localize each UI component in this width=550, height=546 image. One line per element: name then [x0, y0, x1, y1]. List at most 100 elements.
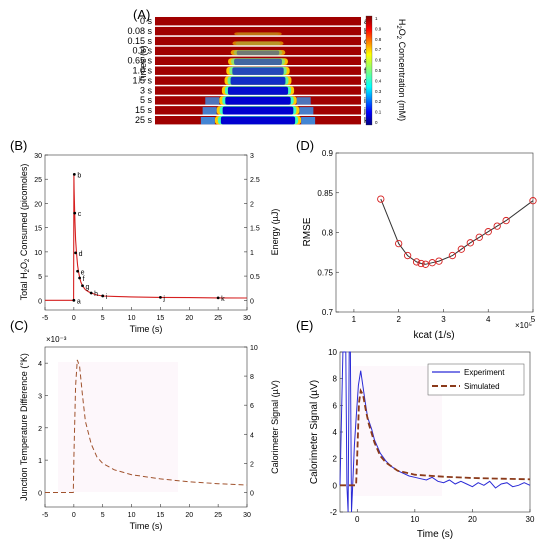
panel-label-c: (C) [10, 318, 28, 333]
y-tick-label: 30 [34, 153, 42, 160]
panel-b-xlabel: Time (s) [130, 324, 163, 334]
panel-d-exponent: ×10⁵ [515, 321, 532, 330]
x-tick-label: 3 [441, 315, 446, 324]
x-tick-label: -5 [42, 512, 48, 519]
panel-e-xlabel: Time (s) [417, 529, 453, 540]
y-tick-label: 20 [34, 201, 42, 208]
heatmap-row: 15 s j [135, 105, 366, 115]
y2-tick-label: 2.5 [250, 177, 260, 184]
panel-b-marker [72, 299, 75, 302]
y2-tick-label: 8 [250, 374, 254, 381]
panel-b-marker [73, 173, 76, 176]
heatmap-core [228, 87, 288, 95]
legend-experiment: Experiment [464, 368, 505, 377]
y-tick-label: 10 [34, 250, 42, 257]
y-tick-label: -2 [330, 508, 338, 517]
heatmap-wing [297, 97, 311, 104]
heatmap-time-label: 5 s [140, 95, 153, 105]
heatmap-row: 0.15 sc [127, 36, 368, 46]
panel-d-rmse-line [381, 199, 533, 264]
heatmap-mid [237, 32, 279, 35]
y2-tick-label: 3 [250, 153, 254, 160]
x-tick-label: 15 [157, 315, 165, 322]
panel-b-marker [90, 292, 93, 295]
panel-b-marker-label: h [94, 291, 98, 298]
heatmap-wing [205, 97, 219, 104]
y-tick-label: 4 [333, 428, 338, 437]
x-tick-label: -5 [42, 315, 48, 322]
y-tick-label: 15 [34, 226, 42, 233]
colorbar-tick: 0 [375, 120, 378, 125]
x-tick-label: 0 [72, 315, 76, 322]
y-tick-label: 3 [38, 393, 42, 400]
y-tick-label: 4 [38, 361, 42, 368]
colorbar-tick: 0.6 [375, 58, 382, 63]
y-tick-label: 0.8 [322, 229, 334, 238]
x-tick-label: 5 [101, 315, 105, 322]
y2-tick-label: 1 [250, 250, 254, 257]
heatmap-row: 0 sa [140, 16, 369, 26]
x-tick-label: 10 [128, 315, 136, 322]
y-tick-label: 0 [38, 490, 42, 497]
heatmap-wing [299, 107, 313, 114]
x-tick-label: 15 [157, 512, 165, 519]
heatmap-letter: i [364, 96, 366, 105]
panel-b-marker-label: i [106, 294, 108, 301]
heatmap-row: 0.65 se [127, 56, 369, 66]
y-tick-label: 10 [328, 348, 337, 357]
y2-tick-label: 6 [250, 403, 254, 410]
y2-tick-label: 2 [250, 461, 254, 468]
colorbar-tick: 0.2 [375, 99, 382, 104]
x-tick-label: 25 [214, 315, 222, 322]
colorbar-tick: 0.5 [375, 68, 382, 73]
panel-b-marker-label: c [78, 211, 82, 218]
x-tick-label: 0 [72, 512, 76, 519]
panel-d-axes [336, 153, 533, 312]
legend-simulated: Simulated [464, 382, 500, 391]
panel-c-ylabel-left: Junction Temperature Difference (°K) [19, 353, 29, 501]
panel-e-legend: Experiment Simulated [428, 364, 524, 395]
heatmap-wing [201, 117, 215, 124]
panel-b-marker-label: a [77, 298, 81, 305]
heatmap-letter: j [363, 106, 366, 115]
colorbar [366, 16, 372, 125]
panel-b-marker-label: f [83, 276, 85, 283]
panel-a-heatmap: 0 sa0.08 sb0.15 sc0.3 sd0.65 se1.0 sf1.5… [127, 16, 407, 125]
heatmap-core [237, 51, 280, 56]
panel-d-chart: 1 2 3 4 5 0.7 0.75 0.8 0.85 0.9 ×10⁵ kcat (1/s) R… [302, 149, 536, 341]
heatmap-time-label: 15 s [135, 105, 153, 115]
heatmap-time-label: 0.15 s [127, 36, 152, 46]
panel-label-e: (E) [296, 318, 313, 333]
y2-tick-label: 0 [250, 490, 254, 497]
panel-b-marker [101, 295, 104, 298]
panel-b-ylabel-left: Total H2O2 Consumed (picomoles) [19, 164, 31, 301]
heatmap-row: 0.3 sd [132, 46, 368, 56]
panel-e-ylabel: Calorimeter Signal (µV) [309, 380, 320, 484]
y-tick-label: 5 [38, 274, 42, 281]
heatmap-time-label: 0 s [140, 16, 153, 26]
heatmap-mid [235, 41, 280, 45]
y-tick-label: 6 [333, 401, 338, 410]
colorbar-tick: 0.3 [375, 89, 382, 94]
colorbar-tick: 0.7 [375, 47, 382, 52]
x-tick-label: 25 [214, 512, 222, 519]
panel-b-marker-label: d [79, 251, 83, 258]
heatmap-row-base [155, 17, 361, 25]
heatmap-core [234, 59, 282, 65]
y-tick-label: 0.7 [322, 308, 334, 317]
x-tick-label: 1 [352, 315, 357, 324]
panel-b-ylabel-right: Energy (µJ) [270, 209, 280, 256]
y-tick-label: 8 [333, 375, 338, 384]
heatmap-time-label: 3 s [140, 85, 153, 95]
panel-d-point [378, 196, 384, 202]
y-tick-label: 2 [333, 455, 338, 464]
panel-b-marker [78, 277, 81, 280]
y2-tick-label: 4 [250, 432, 254, 439]
heatmap-row: 0.08 sb [127, 26, 369, 36]
x-tick-label: 20 [185, 315, 193, 322]
x-tick-label: 20 [468, 515, 477, 524]
y2-tick-label: 0 [250, 298, 254, 305]
y-tick-label: 0.85 [317, 189, 333, 198]
heatmap-wing [301, 117, 315, 124]
